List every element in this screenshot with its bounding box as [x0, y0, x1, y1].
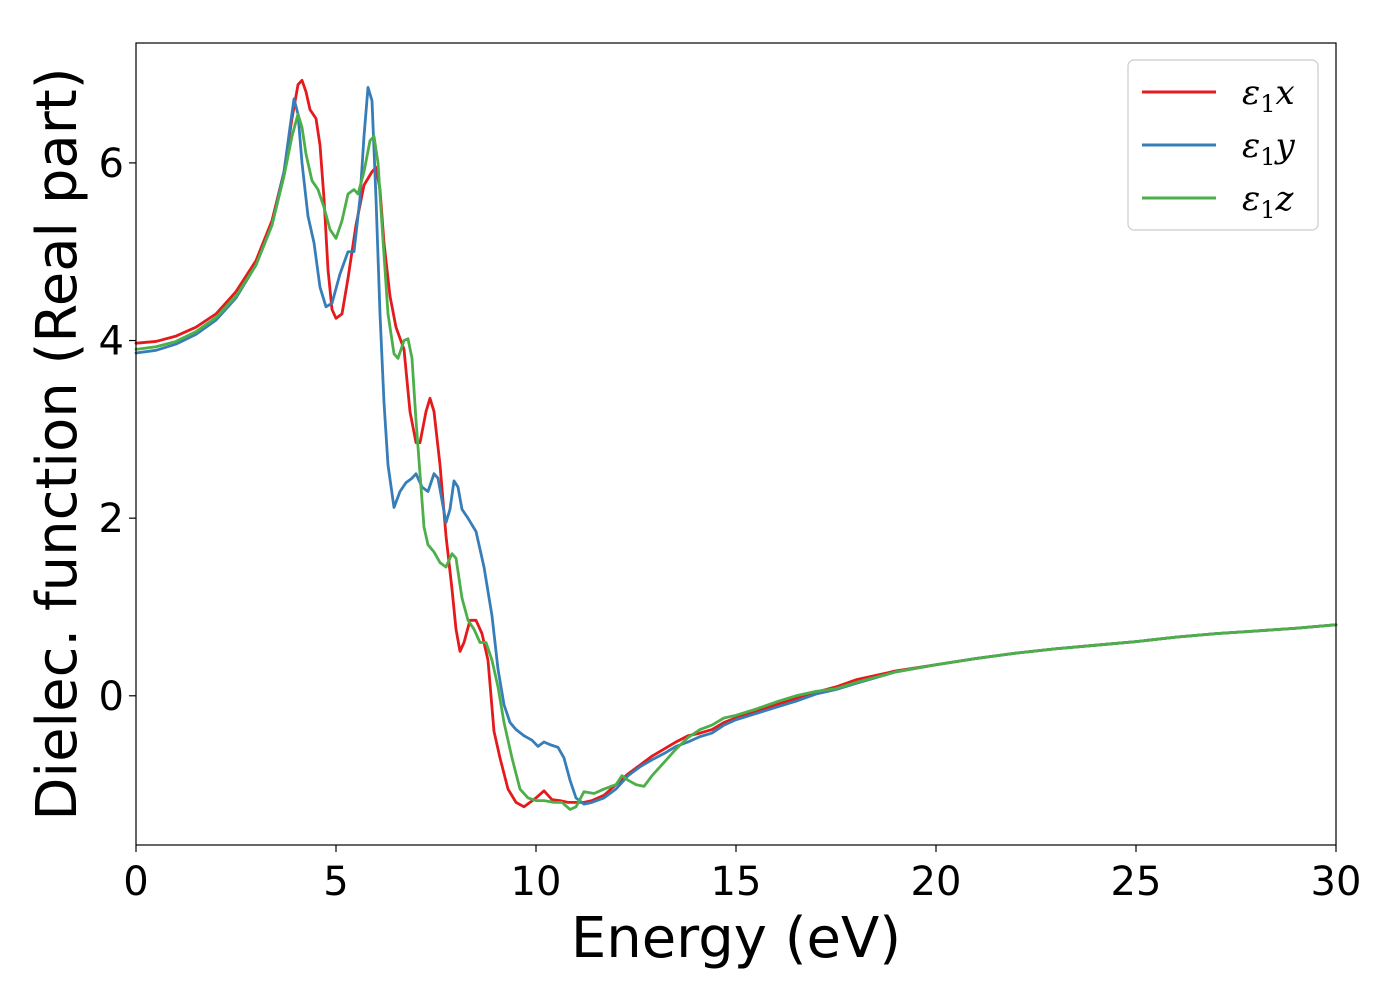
- legend-label-z: ε1z: [1242, 179, 1295, 224]
- legend-label-x: ε1x: [1242, 73, 1295, 118]
- legend-component: y: [1274, 126, 1296, 166]
- legend-subscript: 1: [1260, 143, 1275, 171]
- legend-subscript: 1: [1260, 90, 1275, 118]
- y-tick-label: 4: [99, 319, 124, 365]
- x-axis-label: Energy (eV): [571, 906, 901, 971]
- y-axis-label: Dielec. function (Real part): [25, 67, 90, 820]
- y-tick-label: 6: [99, 141, 124, 187]
- y-tick-label: 0: [99, 674, 124, 720]
- series-line-y: [134, 86, 1338, 806]
- x-tick-label: 10: [511, 859, 562, 905]
- y-axis: 0 2 4 6: [99, 141, 136, 720]
- legend-symbol: ε: [1242, 73, 1260, 113]
- legend-component: x: [1276, 73, 1295, 113]
- legend-symbol: ε: [1242, 126, 1260, 166]
- legend-subscript: 1: [1260, 196, 1275, 224]
- x-axis: 0 5 10 15 20 25 30: [123, 845, 1361, 905]
- legend-component: z: [1275, 179, 1295, 219]
- legend-label-y: ε1y: [1242, 126, 1296, 171]
- legend-symbol: ε: [1242, 179, 1260, 219]
- x-tick-label: 30: [1311, 859, 1362, 905]
- x-tick-label: 25: [1111, 859, 1162, 905]
- x-tick-label: 5: [323, 859, 348, 905]
- x-tick-label: 0: [123, 859, 148, 905]
- x-tick-label: 15: [711, 859, 762, 905]
- y-tick-label: 2: [99, 496, 124, 542]
- series-line-z: [134, 112, 1338, 811]
- series-layer: [134, 78, 1338, 811]
- series-line-x: [134, 78, 1338, 809]
- legend-box: [1127, 59, 1319, 231]
- x-tick-label: 20: [911, 859, 962, 905]
